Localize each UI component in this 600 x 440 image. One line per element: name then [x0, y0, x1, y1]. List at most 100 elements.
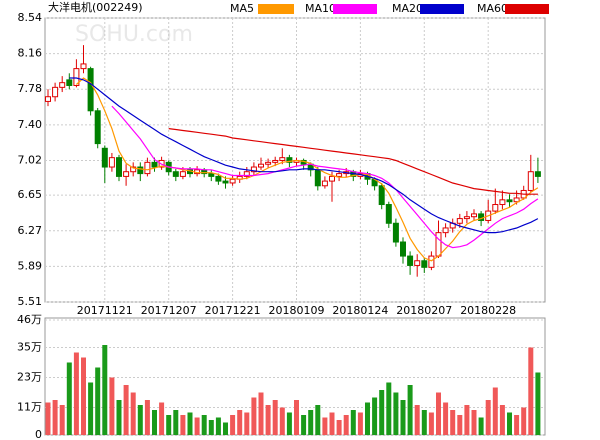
x-tick-label: 20171221 — [205, 304, 261, 317]
volume-bar — [159, 402, 165, 435]
volume-bar — [59, 405, 65, 435]
candle-body — [229, 178, 236, 184]
candle-body — [414, 260, 421, 266]
candle-body — [208, 173, 215, 177]
candle-body — [442, 227, 449, 234]
legend-label: MA20 — [392, 2, 423, 15]
volume-bar — [471, 410, 477, 435]
volume-bar — [201, 415, 207, 435]
candle-body — [272, 159, 279, 163]
y-tick-label: 8.54 — [18, 11, 43, 24]
volume-bar — [379, 390, 385, 435]
volume-bar — [279, 407, 285, 435]
legend-label: MA5 — [230, 2, 254, 15]
legend-label: MA10 — [305, 2, 336, 15]
volume-bar — [457, 415, 463, 435]
x-tick-label: 20180228 — [460, 304, 516, 317]
candle-body — [151, 161, 158, 168]
candle-body — [172, 171, 179, 177]
volume-bar — [499, 405, 505, 435]
volume-bar — [350, 410, 356, 435]
volume-bar — [421, 410, 427, 435]
volume-bar — [485, 400, 491, 435]
volume-bar — [329, 412, 335, 435]
candle-body — [222, 180, 229, 184]
volume-bar — [365, 402, 370, 435]
watermark: SOHU.com — [75, 22, 193, 47]
candle-body — [73, 68, 80, 86]
volume-bar — [294, 400, 299, 435]
candle-body — [314, 169, 321, 187]
volume-bar — [173, 410, 179, 435]
candle-body — [378, 185, 385, 206]
candle-body — [243, 171, 250, 177]
candle-body — [80, 63, 87, 70]
y-tick-label: 8.16 — [18, 47, 43, 60]
volume-bar — [144, 400, 150, 435]
volume-bar — [251, 397, 257, 435]
y-tick-label: 7.40 — [18, 118, 43, 131]
volume-bar — [187, 412, 193, 435]
candle-body — [336, 173, 343, 177]
y-tick-label: 6.65 — [18, 188, 43, 201]
candle-body — [506, 199, 513, 203]
volume-bar — [414, 405, 420, 435]
volume-bar — [436, 392, 441, 435]
y-tick-label: 0 — [35, 428, 42, 440]
volume-bar — [400, 400, 406, 435]
candle-body — [45, 96, 51, 102]
y-tick-label: 23万 — [17, 371, 42, 384]
ma-line — [168, 128, 538, 195]
volume-bar — [66, 362, 72, 435]
y-tick-label: 11万 — [17, 401, 42, 414]
ma-line — [69, 77, 539, 234]
candle-body — [123, 171, 130, 177]
candle-body — [286, 157, 293, 163]
volume-bar — [180, 415, 186, 435]
y-tick-label: 7.78 — [18, 82, 43, 95]
volume-bar — [215, 417, 221, 435]
volume-bar — [315, 405, 321, 435]
volume-bar — [407, 385, 413, 435]
volume-bar — [95, 367, 101, 435]
y-tick-label: 5.89 — [18, 259, 43, 272]
candle-body — [258, 163, 264, 168]
volume-bar — [88, 382, 94, 435]
candle-body — [87, 68, 94, 112]
candle-body — [463, 216, 470, 220]
candle-body — [137, 166, 144, 175]
x-tick-label: 20171121 — [77, 304, 133, 317]
candle-body — [52, 86, 59, 98]
volume-bar — [45, 402, 51, 435]
volume-bar — [443, 402, 449, 435]
volume-bar — [308, 410, 314, 435]
candle-body — [130, 166, 137, 173]
candle-body — [385, 204, 392, 224]
candle-body — [534, 171, 541, 177]
y-tick-label: 7.02 — [18, 153, 43, 166]
volume-bar — [109, 377, 115, 435]
legend-label: MA60 — [477, 2, 508, 15]
candle-body — [407, 255, 414, 266]
y-tick-label: 6.27 — [18, 224, 43, 237]
candle-body — [116, 157, 122, 177]
candle-body — [215, 175, 222, 182]
candle-body — [421, 260, 428, 268]
volume-bar — [166, 415, 172, 435]
candle-body — [456, 218, 463, 224]
x-tick-label: 20180109 — [269, 304, 325, 317]
ma-line — [75, 77, 539, 262]
x-tick-label: 20180207 — [396, 304, 452, 317]
candle-body — [94, 110, 101, 145]
volume-bar — [102, 345, 108, 435]
candle-body — [428, 255, 435, 268]
legend-swatch — [505, 4, 549, 14]
candle-body — [527, 171, 534, 191]
volume-bar — [393, 392, 399, 435]
candle-body — [144, 161, 151, 175]
volume-bar — [223, 422, 228, 435]
volume-bar — [322, 417, 328, 435]
volume-bar — [372, 397, 378, 435]
candle-body — [265, 161, 272, 165]
